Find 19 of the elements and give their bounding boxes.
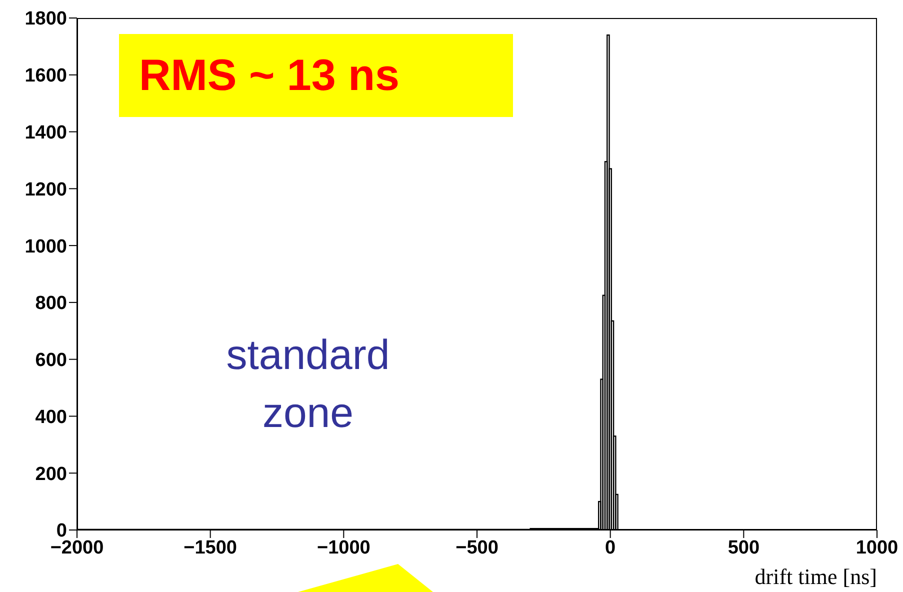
y-tick-label: 1800 [24, 8, 67, 30]
y-tick-label: 1200 [24, 179, 67, 200]
annotation: standard zone [225, 330, 391, 438]
y-tick-label: 600 [35, 350, 67, 372]
x-tick-label: 500 [728, 537, 760, 558]
x-tick-label: −2000 [50, 537, 104, 558]
annotation: RMS ~ 13 ns [119, 34, 513, 117]
x-axis-title: drift time [ns] [754, 564, 877, 590]
x-tick-label: −500 [456, 537, 498, 558]
y-tick-label: 1600 [24, 66, 67, 87]
x-tick-label: 1000 [856, 537, 898, 558]
y-tick-label: 1000 [24, 236, 67, 258]
y-tick-label: 1400 [24, 122, 67, 144]
y-tick-label: 200 [35, 464, 67, 485]
x-tick-label: −1000 [316, 537, 370, 558]
x-tick-label: −1500 [184, 537, 238, 558]
y-tick-label: 400 [35, 406, 67, 428]
y-tick-label: 800 [35, 293, 67, 314]
x-tick-label: 0 [605, 537, 616, 558]
